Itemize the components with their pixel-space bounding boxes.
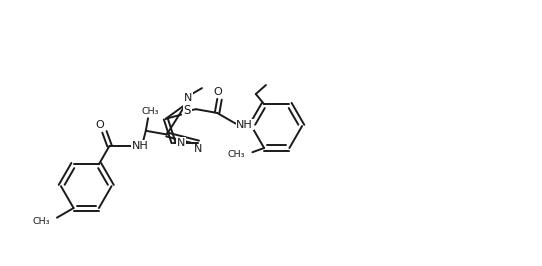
Text: N: N: [194, 144, 202, 154]
Text: S: S: [184, 104, 191, 117]
Text: NH: NH: [132, 141, 149, 151]
Text: NH: NH: [236, 119, 253, 130]
Text: O: O: [213, 87, 222, 97]
Text: CH₃: CH₃: [142, 107, 159, 116]
Text: CH₃: CH₃: [227, 150, 245, 159]
Text: N: N: [184, 93, 192, 103]
Text: CH₃: CH₃: [33, 217, 50, 226]
Text: N: N: [177, 138, 185, 148]
Text: O: O: [95, 120, 104, 130]
